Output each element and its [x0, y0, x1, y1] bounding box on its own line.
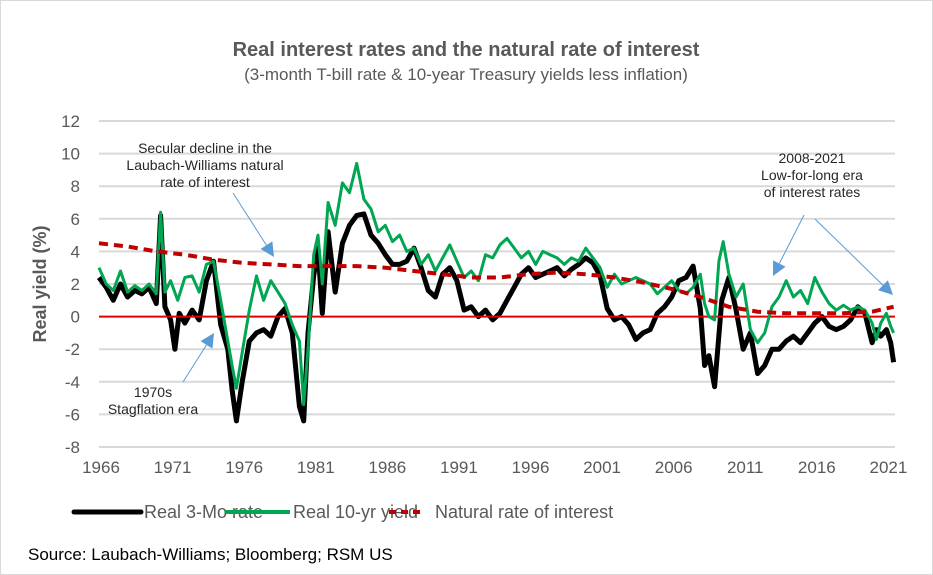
y-tick-label: -4: [65, 373, 80, 392]
chart-title: Real interest rates and the natural rate…: [233, 39, 700, 61]
x-tick-label: 1991: [440, 458, 478, 477]
annotation-secular-line-1: Secular decline in the: [138, 140, 272, 156]
legend: Real 3-Mo rate Real 10-yr yield Natural …: [71, 502, 613, 522]
series-lines: [96, 161, 897, 424]
series-real-10yr-yield: [97, 161, 895, 407]
chart-subtitle: (3-month T-bill rate & 10-year Treasury …: [244, 65, 688, 84]
annotation-lowforlong-line-1: 2008-2021: [779, 150, 846, 166]
x-tick-label: 1966: [82, 458, 120, 477]
annotations: Secular decline in the Laubach-Williams …: [108, 140, 893, 417]
arrow-stagflation: [182, 333, 214, 383]
arrow-low-for-long-right: [814, 218, 893, 295]
annotation-secular-line-2: Laubach-Williams natural: [126, 157, 283, 173]
x-tick-label: 1981: [297, 458, 335, 477]
legend-label-natural: Natural rate of interest: [435, 502, 613, 522]
x-tick-label: 2021: [869, 458, 907, 477]
y-tick-label: 0: [71, 308, 80, 327]
y-tick-label: 4: [71, 242, 80, 261]
x-tick-label: 2001: [583, 458, 621, 477]
y-tick-label: -6: [65, 405, 80, 424]
y-axis-ticks: 12 10 8 6 4 2 0 -2 -4 -6 -8: [61, 112, 80, 457]
y-tick-label: 6: [71, 210, 80, 229]
series-real-3mo-rate: [96, 211, 897, 424]
x-tick-label: 1986: [368, 458, 406, 477]
annotation-stagflation-line-2: Stagflation era: [108, 401, 198, 417]
annotation-arrows: [182, 192, 893, 383]
x-tick-label: 2016: [798, 458, 836, 477]
legend-label-10yr: Real 10-yr yield: [293, 502, 418, 522]
arrow-low-for-long-left: [773, 214, 805, 276]
x-tick-label: 2006: [655, 458, 693, 477]
annotation-stagflation-line-1: 1970s: [134, 384, 172, 400]
y-tick-label: 2: [71, 275, 80, 294]
arrow-secular-decline: [232, 192, 274, 257]
annotation-lowforlong-line-3: of interest rates: [764, 184, 861, 200]
y-tick-label: -8: [65, 438, 80, 457]
annotation-lowforlong-line-2: Low-for-long era: [761, 167, 863, 183]
x-axis-ticks: 1966 1971 1976 1981 1986 1991 1996 2001 2006 2011…: [82, 458, 907, 477]
series-natural-rate: [98, 241, 895, 316]
legend-label-3mo: Real 3-Mo rate: [144, 502, 263, 522]
x-tick-label: 2011: [727, 458, 764, 477]
y-tick-label: 8: [71, 177, 80, 196]
y-tick-label: 10: [61, 145, 80, 164]
source-note: Source: Laubach-Williams; Bloomberg; RSM…: [28, 545, 393, 564]
y-tick-label: 12: [61, 112, 80, 131]
y-tick-label: -2: [65, 340, 80, 359]
annotation-secular-line-3: rate of interest: [160, 174, 250, 190]
x-tick-label: 1996: [512, 458, 550, 477]
y-axis-label: Real yield (%): [30, 225, 50, 342]
x-tick-label: 1976: [225, 458, 263, 477]
x-tick-label: 1971: [154, 458, 192, 477]
